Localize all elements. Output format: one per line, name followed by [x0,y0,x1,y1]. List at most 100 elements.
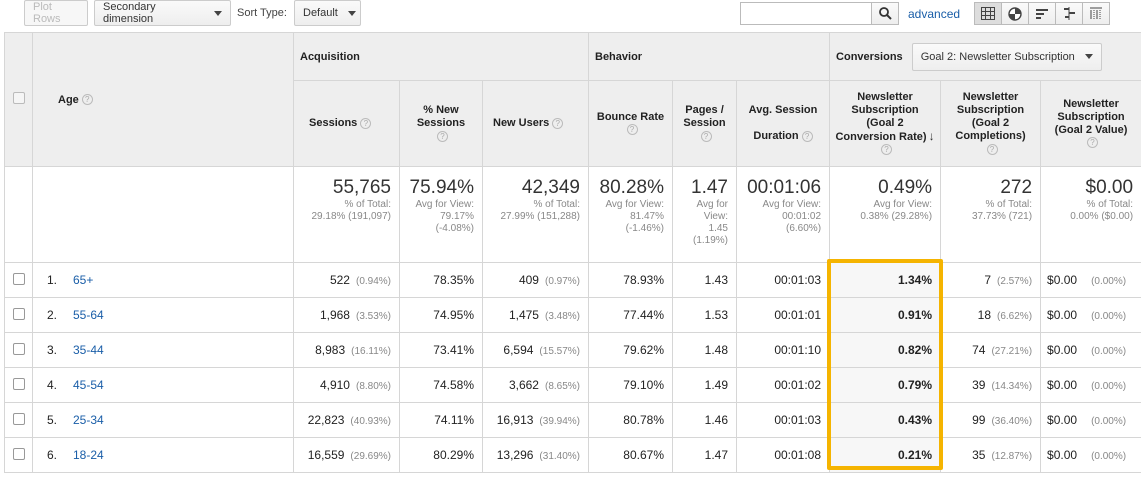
row-checkbox[interactable] [12,447,25,460]
row-index: 1. [47,273,58,287]
row-select-cell [4,262,33,298]
sessions-percent: (40.93%) [350,416,391,427]
goal-completions-cell: 18 (6.62%) [940,297,1042,333]
total-new-users: 42,349% of Total: 27.99% (151,288) [482,166,589,263]
help-icon[interactable]: ? [1087,137,1099,149]
advanced-filter-link[interactable]: advanced [908,7,961,21]
select-all-checkbox[interactable] [12,92,25,104]
total-subtext: (1.19%) [692,235,728,246]
sessions-value: 8,983 [315,343,346,357]
age-link[interactable]: 18-24 [73,448,104,462]
bounce-rate-header[interactable]: Bounce Rate? [588,80,673,167]
duration-header-line: Avg. Session [748,104,818,116]
row-checkbox[interactable] [12,307,25,320]
age-link[interactable]: 25-34 [73,413,104,427]
conv-rate-header-line: Subscription [851,103,919,116]
goal-completions-header[interactable]: Newsletter Subscription (Goal 2 Completions… [940,80,1042,167]
completions-value: 7 [984,273,992,287]
avg-session-duration-cell: 00:01:03 [735,402,831,438]
age-cell: 2. 55-64 [32,297,294,333]
help-icon[interactable]: ? [700,130,712,142]
help-icon[interactable]: ? [360,117,372,129]
pages-header-line: Pages / [685,104,724,116]
secondary-dimension-dropdown[interactable]: Secondary dimension [94,0,231,26]
new-users-percent: (15.57%) [539,346,580,357]
row-index: 5. [47,413,58,427]
total-value: 80.28% [599,177,664,198]
row-index: 4. [47,378,58,392]
table-search-input[interactable] [740,2,872,25]
help-icon[interactable]: ? [986,143,998,155]
total-subtext: % of Total: [344,199,391,210]
goal-value-percent: (0.00%) [1091,346,1127,357]
performance-view-button[interactable] [1028,2,1056,25]
new-users-value: 6,594 [503,343,534,357]
avg-session-duration-header[interactable]: Avg. Session Duration? [735,80,831,167]
pivot-view-button[interactable] [1082,2,1110,25]
sessions-cell: 16,559 (29.69%) [293,437,400,473]
goal-value-header[interactable]: Newsletter Subscription (Goal 2 Value)? [1040,80,1141,167]
help-icon[interactable]: ? [437,130,448,142]
chevron-down-icon [1084,54,1093,59]
sessions-cell: 522 (0.94%) [293,262,400,298]
explorer-data-table: Age? Acquisition Behavior Conversions Go… [4,32,1141,473]
new-sessions-cell: 74.58% [399,367,483,403]
help-icon[interactable]: ? [801,130,813,142]
new-users-percent: (0.97%) [544,276,580,287]
goal-completions-cell: 39 (14.34%) [940,367,1042,403]
avg-session-duration-cell: 00:01:08 [735,437,831,473]
pie-chart-view-button[interactable] [1001,2,1029,25]
sessions-value: 4,910 [319,378,350,392]
sessions-value: 1,968 [319,308,350,322]
sessions-header[interactable]: Sessions? [293,80,400,167]
sort-type-label: Sort Type: [237,7,287,19]
bounce-rate-cell: 79.10% [588,367,673,403]
age-cell: 6. 18-24 [32,437,294,473]
conversion-rate-cell: 0.91% [829,297,942,333]
sort-descending-icon[interactable]: ↓ [928,128,935,143]
total-pages-per-session: 1.47 Avg for View: 1.45 (1.19%) [672,166,737,263]
sort-type-value: Default [303,7,338,19]
new-users-value: 13,296 [496,448,534,462]
goal-selector-dropdown[interactable]: Goal 2: Newsletter Subscription [911,42,1102,71]
total-subtext: 29.18% (191,097) [311,211,391,222]
new-users-header[interactable]: New Users? [482,80,589,167]
comparison-view-button[interactable] [1055,2,1083,25]
pages-per-session-cell: 1.53 [672,297,737,333]
row-checkbox[interactable] [12,342,25,355]
acquisition-group-header: Acquisition [293,32,589,81]
help-icon[interactable]: ? [626,124,638,136]
sessions-value: 22,823 [307,413,345,427]
goal-value-percent: (0.00%) [1091,381,1127,392]
new-sessions-cell: 78.35% [399,262,483,298]
row-index: 6. [47,448,58,462]
age-link[interactable]: 35-44 [73,343,104,357]
plot-rows-button[interactable]: Plot Rows [24,0,88,26]
sort-type-dropdown[interactable]: Default [294,0,361,26]
help-icon[interactable]: ? [81,94,93,106]
goal-value-cell: $0.00 (0.00%) [1040,262,1141,298]
help-icon[interactable]: ? [881,144,893,156]
conversion-rate-header[interactable]: Newsletter Subscription (Goal 2 Conversion … [829,80,942,167]
search-button[interactable] [872,2,899,25]
data-table-icon [981,7,995,20]
pages-per-session-header[interactable]: Pages / Session? [672,80,737,167]
conversions-group-header: Conversions Goal 2: Newsletter Subscript… [829,32,1141,81]
table-row: 4. 45-54 4,910 (8.80%) 74.58% 3,662 (8.65%) 79.… [4,367,1141,403]
age-link[interactable]: 65+ [73,273,94,287]
row-checkbox[interactable] [12,272,25,285]
new-sessions-header[interactable]: % New Sessions? [399,80,483,167]
sessions-percent: (16.11%) [351,346,391,357]
table-row: 3. 35-44 8,983 (16.11%) 73.41% 6,594 (15.57%) 7… [4,332,1141,368]
pages-per-session-cell: 1.46 [672,402,737,438]
age-link[interactable]: 55-64 [73,308,104,322]
row-checkbox[interactable] [12,377,25,390]
help-icon[interactable]: ? [552,117,564,129]
goal-value-cell: $0.00 (0.00%) [1040,332,1141,368]
conv-rate-header-line: Conversion Rate) [835,130,927,143]
data-table-view-button[interactable] [974,2,1002,25]
pie-chart-icon [1008,6,1022,21]
age-link[interactable]: 45-54 [73,378,104,392]
row-checkbox[interactable] [12,412,25,425]
dimension-header[interactable]: Age? [32,32,294,167]
